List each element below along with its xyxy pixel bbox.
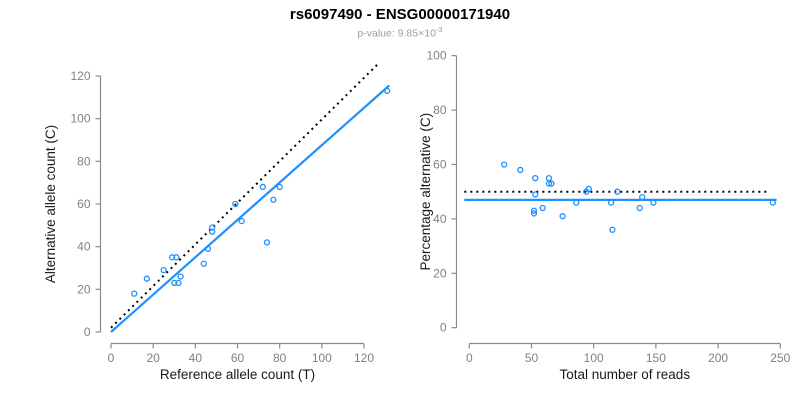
left-x-axis-title: Reference allele count (T)	[160, 367, 315, 382]
x-tick-label: 0	[108, 351, 115, 365]
x-tick-label: 50	[525, 351, 539, 365]
y-tick-label: 0	[84, 325, 91, 339]
y-tick-label: 80	[77, 154, 91, 168]
right-x-axis-title: Total number of reads	[560, 367, 691, 382]
data-point	[532, 174, 539, 182]
pvalue-text: p-value: 9.85×10	[357, 27, 436, 40]
data-point	[517, 166, 524, 174]
data-point	[177, 273, 184, 280]
data-point	[609, 226, 616, 233]
y-tick-label: 80	[433, 103, 447, 117]
x-tick-label: 0	[466, 351, 473, 365]
data-point	[200, 260, 207, 267]
data-point	[607, 199, 615, 206]
data-point	[209, 228, 216, 235]
data-point	[171, 279, 178, 287]
x-tick-label: 250	[770, 351, 790, 365]
data-point	[168, 254, 176, 261]
left-y-axis-title: Alternative allele count (C)	[43, 125, 58, 283]
data-point	[143, 275, 150, 282]
data-point	[263, 239, 271, 246]
data-point	[639, 193, 646, 201]
data-point	[532, 191, 539, 198]
data-point	[232, 200, 239, 208]
x-tick-label: 20	[146, 351, 160, 365]
y-tick-label: 20	[433, 266, 447, 280]
pvalue-exponent: -3	[435, 25, 443, 34]
data-point	[545, 180, 553, 187]
plot-subtitle: p-value: 9.85×10-3	[0, 25, 800, 40]
data-point	[238, 217, 245, 225]
data-point	[573, 199, 580, 206]
expected-identity-line	[110, 62, 380, 329]
plot-title: rs6097490 - ENSG00000171940	[289, 6, 511, 23]
y-tick-label: 100	[70, 112, 90, 126]
data-point	[530, 207, 538, 214]
x-tick-label: 120	[354, 351, 374, 365]
data-point	[500, 161, 508, 168]
data-point	[769, 199, 776, 206]
data-point	[614, 188, 621, 195]
data-point	[209, 224, 216, 231]
right-y-axis-title: Percentage alternative (C)	[418, 113, 433, 271]
x-tick-label: 60	[231, 351, 245, 365]
x-tick-label: 150	[646, 351, 666, 365]
data-point	[131, 290, 138, 297]
x-tick-label: 100	[312, 351, 332, 365]
right-scatter-plot: 0 50 100 150 200 250 0 20 40 60 80 100	[426, 49, 790, 365]
data-point	[539, 204, 546, 212]
x-tick-label: 80	[273, 351, 287, 365]
x-tick-label: 200	[708, 351, 728, 365]
data-point	[270, 196, 277, 203]
data-point	[276, 183, 283, 191]
data-point	[530, 210, 538, 217]
data-point	[384, 87, 391, 95]
x-tick-label: 40	[189, 351, 203, 365]
data-point	[545, 174, 553, 182]
x-tick-label: 100	[584, 351, 604, 365]
y-tick-label: 60	[77, 197, 91, 211]
data-point	[585, 185, 592, 193]
fitted-ratio-line	[110, 84, 391, 333]
y-tick-label: 40	[433, 212, 447, 226]
data-point	[559, 213, 566, 220]
y-tick-label: 60	[433, 158, 447, 172]
data-point	[650, 199, 657, 206]
y-tick-label: 40	[77, 240, 91, 254]
data-point	[204, 245, 212, 252]
y-tick-label: 0	[440, 321, 447, 335]
data-point	[175, 279, 182, 287]
y-tick-label: 120	[70, 69, 90, 83]
y-tick-label: 100	[426, 49, 446, 63]
y-tick-label: 20	[77, 282, 91, 296]
data-point	[160, 266, 167, 274]
left-scatter-plot: 0 20 40 60 80 100 120 0 20 40 60 80 100 120	[70, 62, 391, 365]
data-point	[548, 180, 555, 187]
data-point	[173, 254, 180, 261]
data-point	[259, 183, 266, 191]
data-point	[636, 204, 643, 212]
